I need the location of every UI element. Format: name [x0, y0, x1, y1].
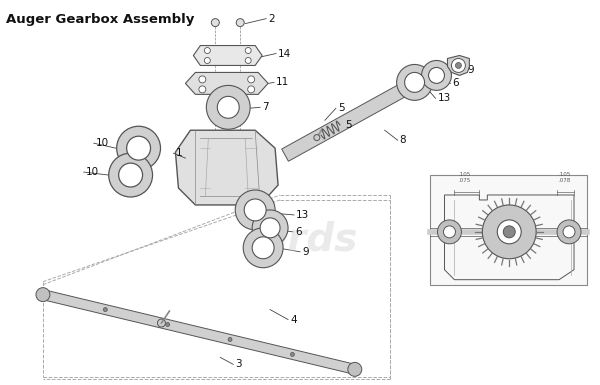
Circle shape — [451, 59, 466, 72]
Text: 2: 2 — [268, 13, 275, 23]
Circle shape — [103, 308, 107, 311]
Circle shape — [236, 18, 244, 27]
Text: 6: 6 — [452, 79, 459, 89]
Text: 6: 6 — [295, 227, 302, 237]
Circle shape — [348, 362, 362, 376]
Text: 13: 13 — [437, 93, 451, 103]
Circle shape — [252, 237, 274, 259]
Circle shape — [557, 220, 581, 244]
Text: .105
.078: .105 .078 — [558, 172, 570, 183]
Circle shape — [260, 218, 280, 238]
Polygon shape — [42, 290, 356, 374]
Circle shape — [199, 76, 206, 83]
Polygon shape — [193, 45, 262, 65]
Circle shape — [228, 338, 232, 341]
Text: 3: 3 — [235, 359, 242, 369]
Circle shape — [503, 226, 515, 238]
Circle shape — [235, 190, 275, 230]
Text: 7: 7 — [262, 102, 269, 112]
Circle shape — [109, 153, 152, 197]
Circle shape — [422, 60, 451, 90]
Text: .105
.075: .105 .075 — [458, 172, 470, 183]
Circle shape — [206, 85, 250, 129]
Text: 8: 8 — [400, 135, 406, 145]
Circle shape — [157, 319, 166, 327]
Circle shape — [404, 72, 425, 92]
Circle shape — [437, 220, 461, 244]
Circle shape — [563, 226, 575, 238]
Text: 11: 11 — [276, 77, 289, 87]
Text: 5: 5 — [338, 103, 344, 113]
Circle shape — [497, 220, 521, 244]
Circle shape — [252, 210, 288, 246]
Circle shape — [119, 163, 143, 187]
Text: ards: ards — [262, 221, 358, 259]
Circle shape — [482, 205, 536, 259]
Circle shape — [245, 57, 251, 64]
Bar — [430, 175, 587, 285]
Circle shape — [116, 126, 161, 170]
Text: 13: 13 — [296, 210, 309, 220]
Polygon shape — [281, 69, 433, 161]
Text: 10: 10 — [86, 167, 99, 177]
Circle shape — [205, 47, 211, 54]
Text: 4: 4 — [290, 315, 296, 325]
Circle shape — [205, 57, 211, 64]
Text: 1: 1 — [175, 148, 182, 158]
Text: Auger Gearbox Assembly: Auger Gearbox Assembly — [6, 13, 194, 26]
Text: 9: 9 — [467, 65, 474, 75]
Text: 5: 5 — [345, 120, 352, 130]
Circle shape — [248, 86, 254, 93]
Circle shape — [443, 226, 455, 238]
Circle shape — [428, 67, 445, 84]
Circle shape — [243, 228, 283, 268]
Circle shape — [217, 96, 239, 118]
Circle shape — [36, 288, 50, 301]
Circle shape — [290, 352, 295, 357]
Circle shape — [244, 199, 266, 221]
Text: 10: 10 — [96, 138, 109, 148]
Circle shape — [211, 18, 219, 27]
Text: 14: 14 — [278, 49, 292, 59]
Circle shape — [314, 135, 320, 141]
Circle shape — [248, 76, 254, 83]
Polygon shape — [448, 55, 469, 75]
Circle shape — [199, 86, 206, 93]
Circle shape — [455, 62, 461, 69]
Circle shape — [127, 136, 151, 160]
Circle shape — [166, 323, 170, 326]
Polygon shape — [185, 72, 268, 94]
Polygon shape — [175, 130, 278, 205]
Circle shape — [397, 64, 433, 100]
Text: 9: 9 — [302, 247, 308, 257]
Circle shape — [245, 47, 251, 54]
